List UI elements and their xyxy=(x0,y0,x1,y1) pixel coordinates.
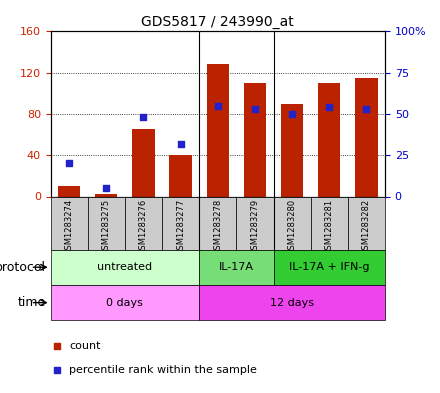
Bar xyxy=(88,196,125,250)
Bar xyxy=(318,83,341,196)
Bar xyxy=(348,196,385,250)
Point xyxy=(363,106,370,112)
Bar xyxy=(355,78,378,196)
Point xyxy=(289,111,296,117)
Bar xyxy=(132,129,154,196)
Bar xyxy=(125,196,162,250)
Bar xyxy=(244,83,266,196)
Bar xyxy=(162,196,199,250)
Text: 0 days: 0 days xyxy=(106,298,143,308)
Text: GSM1283278: GSM1283278 xyxy=(213,199,222,255)
Point xyxy=(275,0,282,1)
Text: GSM1283274: GSM1283274 xyxy=(65,199,73,255)
Point xyxy=(275,215,282,221)
Text: count: count xyxy=(69,340,100,351)
Bar xyxy=(199,196,236,250)
Bar xyxy=(199,285,385,320)
Bar xyxy=(51,285,199,320)
Point xyxy=(140,114,147,120)
Text: GSM1283282: GSM1283282 xyxy=(362,199,371,255)
Text: GSM1283276: GSM1283276 xyxy=(139,199,148,255)
Title: GDS5817 / 243990_at: GDS5817 / 243990_at xyxy=(141,15,294,29)
Bar xyxy=(51,196,88,250)
Point xyxy=(251,106,258,112)
Text: GSM1283275: GSM1283275 xyxy=(102,199,111,255)
Text: GSM1283277: GSM1283277 xyxy=(176,199,185,255)
Text: IL-17A: IL-17A xyxy=(219,262,254,272)
Text: protocol: protocol xyxy=(0,261,46,274)
Bar xyxy=(58,186,81,196)
Text: GSM1283280: GSM1283280 xyxy=(288,199,297,255)
Point xyxy=(103,185,110,191)
Text: time: time xyxy=(18,296,46,309)
Bar xyxy=(236,196,274,250)
Bar xyxy=(281,104,303,196)
Text: IL-17A + IFN-g: IL-17A + IFN-g xyxy=(289,262,370,272)
Bar xyxy=(199,250,274,285)
Text: percentile rank within the sample: percentile rank within the sample xyxy=(69,365,257,375)
Bar xyxy=(311,196,348,250)
Bar xyxy=(274,196,311,250)
Point xyxy=(66,160,73,167)
Text: GSM1283281: GSM1283281 xyxy=(325,199,334,255)
Bar xyxy=(95,195,117,196)
Point xyxy=(214,103,221,109)
Bar xyxy=(51,250,199,285)
Bar xyxy=(274,250,385,285)
Point xyxy=(326,104,333,110)
Text: 12 days: 12 days xyxy=(270,298,314,308)
Text: untreated: untreated xyxy=(97,262,153,272)
Bar xyxy=(169,155,192,196)
Bar xyxy=(207,64,229,196)
Point xyxy=(177,141,184,147)
Text: GSM1283279: GSM1283279 xyxy=(250,199,260,255)
